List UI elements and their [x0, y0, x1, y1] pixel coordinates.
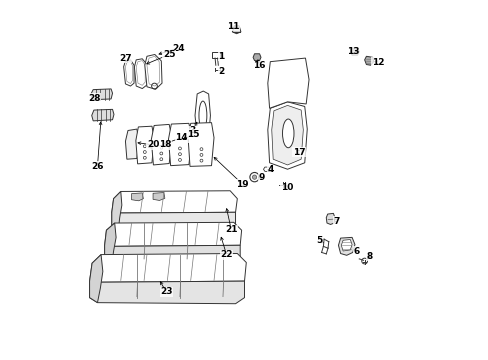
Polygon shape: [263, 167, 270, 171]
Polygon shape: [144, 54, 162, 89]
Text: 9: 9: [258, 173, 264, 182]
Text: 3: 3: [189, 126, 195, 135]
Text: 11: 11: [226, 22, 239, 31]
Text: 6: 6: [352, 247, 359, 256]
Text: 26: 26: [91, 162, 103, 171]
Text: 24: 24: [171, 44, 184, 53]
Text: 16: 16: [252, 62, 264, 71]
Polygon shape: [104, 245, 240, 265]
Polygon shape: [123, 60, 134, 86]
Polygon shape: [104, 223, 116, 264]
Text: 13: 13: [346, 47, 358, 56]
Ellipse shape: [199, 101, 206, 130]
Polygon shape: [89, 253, 246, 282]
Polygon shape: [112, 212, 235, 232]
Polygon shape: [104, 222, 241, 246]
Polygon shape: [134, 59, 147, 89]
Polygon shape: [253, 54, 261, 60]
Polygon shape: [131, 193, 143, 201]
Polygon shape: [151, 125, 172, 165]
Polygon shape: [89, 281, 244, 304]
Polygon shape: [112, 192, 122, 231]
Polygon shape: [341, 239, 351, 251]
Polygon shape: [271, 105, 303, 165]
Circle shape: [252, 175, 256, 179]
Polygon shape: [91, 89, 112, 100]
Text: 22: 22: [220, 250, 232, 259]
Polygon shape: [211, 51, 221, 58]
Polygon shape: [125, 129, 139, 159]
Text: 19: 19: [236, 180, 248, 189]
Text: 4: 4: [266, 166, 273, 175]
Polygon shape: [267, 58, 308, 108]
Polygon shape: [153, 193, 164, 201]
Ellipse shape: [282, 119, 293, 148]
Polygon shape: [338, 237, 354, 255]
Text: 28: 28: [88, 94, 101, 103]
Text: 1: 1: [218, 52, 224, 61]
Polygon shape: [188, 123, 214, 166]
Text: 27: 27: [119, 54, 131, 63]
Text: 10: 10: [280, 183, 292, 192]
Text: 15: 15: [187, 130, 200, 139]
Text: 17: 17: [292, 148, 305, 157]
Polygon shape: [350, 48, 359, 55]
Polygon shape: [364, 56, 373, 65]
Polygon shape: [267, 102, 306, 169]
Text: 18: 18: [158, 140, 171, 149]
Text: 2: 2: [218, 67, 224, 76]
Polygon shape: [136, 126, 154, 164]
Text: 20: 20: [146, 140, 159, 149]
Polygon shape: [232, 26, 241, 34]
Text: 23: 23: [160, 287, 172, 296]
Polygon shape: [195, 91, 210, 139]
Text: 25: 25: [163, 50, 175, 59]
Text: 8: 8: [366, 252, 372, 261]
Text: 12: 12: [371, 58, 384, 67]
Polygon shape: [325, 213, 334, 225]
Text: 5: 5: [316, 237, 322, 246]
Polygon shape: [92, 109, 114, 121]
Polygon shape: [168, 123, 191, 166]
Text: 21: 21: [224, 225, 237, 234]
Polygon shape: [112, 191, 237, 213]
Polygon shape: [89, 255, 102, 303]
Text: 7: 7: [333, 217, 340, 226]
Text: 14: 14: [175, 133, 188, 142]
